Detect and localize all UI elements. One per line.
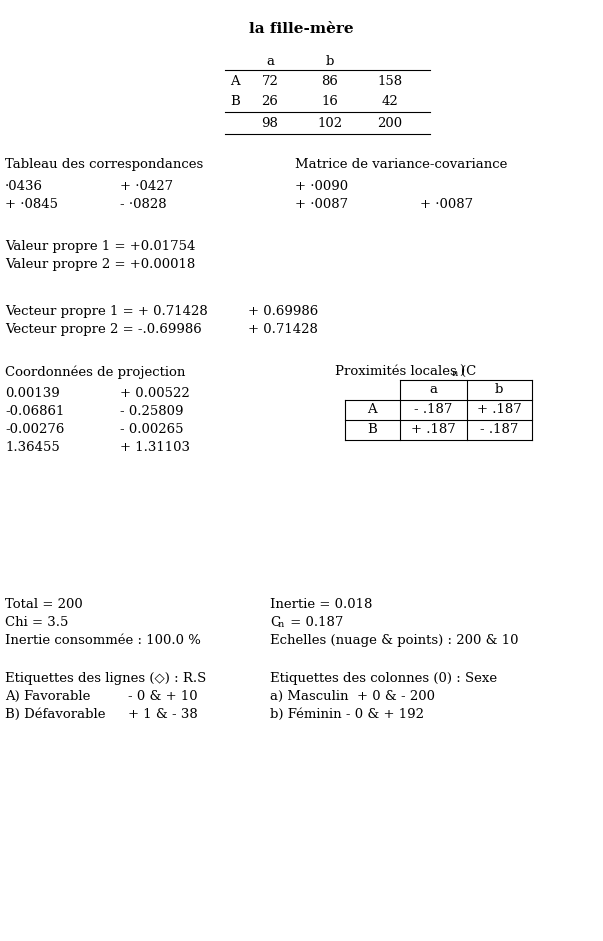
Text: Echelles (nuage & points) : 200 & 10: Echelles (nuage & points) : 200 & 10	[270, 634, 519, 647]
Text: Valeur propre 1 = +0.01754: Valeur propre 1 = +0.01754	[5, 240, 195, 253]
Text: a) Masculin  + 0 & - 200: a) Masculin + 0 & - 200	[270, 690, 435, 703]
Text: a: a	[266, 55, 274, 68]
Text: - 0.25809: - 0.25809	[120, 405, 183, 418]
Text: - ·0828: - ·0828	[120, 198, 166, 211]
Text: + ·0845: + ·0845	[5, 198, 58, 211]
Text: + .187: + .187	[411, 423, 455, 436]
Text: 26: 26	[262, 95, 279, 108]
Text: 1.36455: 1.36455	[5, 441, 60, 454]
Text: 102: 102	[317, 117, 343, 130]
Text: Valeur propre 2 = +0.00018: Valeur propre 2 = +0.00018	[5, 258, 195, 271]
Text: 42: 42	[382, 95, 399, 108]
Text: Etiquettes des colonnes (0) : Sexe: Etiquettes des colonnes (0) : Sexe	[270, 672, 497, 685]
Text: - 0.00265: - 0.00265	[120, 423, 183, 436]
Text: Etiquettes des lignes (◇) : R.S: Etiquettes des lignes (◇) : R.S	[5, 672, 206, 685]
Text: Matrice de variance-covariance: Matrice de variance-covariance	[295, 158, 507, 171]
Text: A: A	[230, 75, 240, 88]
Text: 72: 72	[262, 75, 279, 88]
Text: Coordonnées de projection: Coordonnées de projection	[5, 365, 185, 378]
Text: n: n	[278, 620, 284, 629]
Text: Inertie = 0.018: Inertie = 0.018	[270, 598, 373, 611]
Text: 16: 16	[321, 95, 338, 108]
Text: 98: 98	[262, 117, 279, 130]
Text: - .187: - .187	[480, 423, 518, 436]
Text: 86: 86	[321, 75, 338, 88]
Text: ): )	[459, 365, 464, 378]
Text: + ·0087: + ·0087	[295, 198, 348, 211]
Text: b: b	[495, 383, 503, 396]
Text: + .187: + .187	[476, 403, 522, 416]
Text: - .187: - .187	[414, 403, 452, 416]
Text: = 0.187: = 0.187	[286, 616, 343, 629]
Text: 158: 158	[377, 75, 403, 88]
Text: Inertie consommée : 100.0 %: Inertie consommée : 100.0 %	[5, 634, 201, 647]
Text: + ·0090: + ·0090	[295, 180, 348, 193]
Text: A) Favorable: A) Favorable	[5, 690, 90, 703]
Text: Proximités locales (C: Proximités locales (C	[335, 365, 476, 378]
Text: Total = 200: Total = 200	[5, 598, 83, 611]
Text: B: B	[230, 95, 240, 108]
Text: b) Féminin - 0 & + 192: b) Féminin - 0 & + 192	[270, 708, 424, 721]
Text: -0.00276: -0.00276	[5, 423, 65, 436]
Text: Tableau des correspondances: Tableau des correspondances	[5, 158, 203, 171]
Text: ·0436: ·0436	[5, 180, 43, 193]
Text: -0.06861: -0.06861	[5, 405, 65, 418]
Text: la fille-mère: la fille-mère	[248, 22, 353, 36]
Text: + ·0087: + ·0087	[420, 198, 473, 211]
Text: B: B	[367, 423, 377, 436]
Text: - 0 & + 10: - 0 & + 10	[128, 690, 198, 703]
Text: 0.00139: 0.00139	[5, 387, 60, 400]
Text: + 0.69986: + 0.69986	[248, 305, 318, 318]
Text: + 0.71428: + 0.71428	[248, 323, 318, 336]
Text: 200: 200	[377, 117, 403, 130]
Text: n: n	[452, 369, 458, 378]
Text: + 1.31103: + 1.31103	[120, 441, 190, 454]
Text: A: A	[367, 403, 377, 416]
Text: + ·0427: + ·0427	[120, 180, 173, 193]
Text: B) Défavorable: B) Défavorable	[5, 708, 106, 721]
Text: Chi = 3.5: Chi = 3.5	[5, 616, 68, 629]
Text: C: C	[270, 616, 280, 629]
Text: b: b	[326, 55, 334, 68]
Text: + 1 & - 38: + 1 & - 38	[128, 708, 198, 721]
Text: + 0.00522: + 0.00522	[120, 387, 190, 400]
Text: Vecteur propre 2 = -.0.69986: Vecteur propre 2 = -.0.69986	[5, 323, 202, 336]
Text: Vecteur propre 1 = + 0.71428: Vecteur propre 1 = + 0.71428	[5, 305, 208, 318]
Text: a: a	[429, 383, 437, 396]
